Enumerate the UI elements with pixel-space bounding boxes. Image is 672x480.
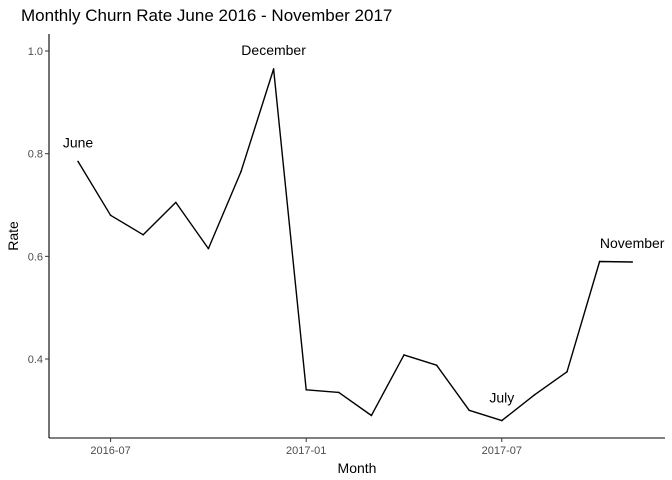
data-point [142,233,144,236]
y-tick-label: 1.0 [28,46,43,58]
annotation-label: November [600,235,665,251]
data-point [240,170,242,173]
data-points [77,68,633,422]
ticks: 0.4 0.6 0.8 1.0 2016-07 2017-01 2017-07 [28,46,522,457]
data-point [631,261,633,263]
x-tick-label: 2017-01 [286,445,326,457]
y-tick-label: 0.6 [28,251,43,263]
data-point [403,354,405,356]
chart-title: Monthly Churn Rate June 2016 - November … [21,6,392,25]
data-point [370,414,373,417]
axes [48,34,665,439]
data-point [175,201,177,204]
data-point [501,419,503,422]
data-point [272,68,275,70]
annotations: June December July November [63,42,665,406]
x-axis-title: Month [338,460,377,476]
annotation-label: December [241,42,306,58]
data-point [598,260,601,263]
data-point [338,391,340,394]
data-point [77,160,79,163]
data-point [566,371,568,373]
series [77,68,633,422]
annotation-label: June [63,134,94,150]
data-point [305,389,308,391]
x-tick-label: 2016-07 [90,445,130,457]
y-axis-title: Rate [5,221,21,251]
x-tick-label: 2017-07 [482,445,522,457]
data-point [533,394,536,396]
data-point [207,247,210,250]
y-tick-label: 0.4 [28,354,43,366]
data-point [468,409,471,412]
data-point [109,214,112,217]
churn-rate-line [77,68,633,422]
annotation-label: July [489,390,514,406]
y-tick-label: 0.8 [28,149,43,161]
data-point [435,364,438,366]
